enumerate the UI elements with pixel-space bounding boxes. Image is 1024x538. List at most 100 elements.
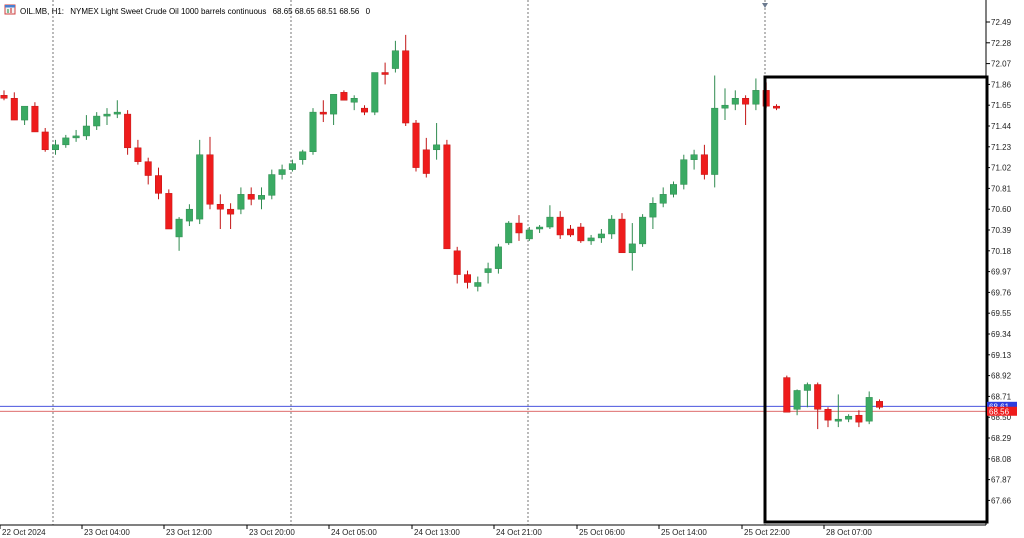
candle-body — [721, 104, 729, 109]
candle — [587, 234, 595, 245]
candle — [196, 139, 204, 225]
y-tick-label: 69.55 — [991, 309, 1012, 318]
header-extra: 0 — [366, 7, 371, 16]
x-tick-label: 23 Oct 12:00 — [166, 528, 212, 537]
candle — [536, 225, 544, 233]
candle-body — [299, 151, 307, 160]
candle — [721, 88, 729, 121]
candle-body — [608, 218, 616, 235]
candle-body — [175, 218, 183, 238]
candle — [216, 194, 224, 230]
candle-body — [824, 409, 832, 421]
candle-body — [814, 384, 822, 410]
candle-body — [319, 111, 327, 115]
candle — [443, 139, 451, 250]
y-tick-label: 71.86 — [991, 80, 1012, 89]
candle-body — [731, 98, 739, 105]
y-tick-label: 67.66 — [991, 496, 1012, 505]
candle — [288, 159, 296, 172]
candle — [227, 203, 235, 230]
header-ohlc: 68.65 68.65 68.51 68.56 — [273, 7, 360, 16]
candle-body — [876, 401, 883, 408]
candle — [422, 137, 430, 178]
candle-body — [690, 154, 698, 160]
triangle-down-icon[interactable] — [762, 3, 768, 8]
candle-body — [803, 384, 811, 391]
candle-body — [464, 274, 471, 283]
candle-body — [855, 414, 863, 423]
x-tick-label: 25 Oct 22:00 — [744, 528, 790, 537]
candle — [124, 110, 132, 155]
candle — [474, 276, 482, 292]
candle — [330, 94, 338, 126]
candle-body — [793, 390, 801, 410]
candle-body — [134, 147, 142, 162]
candle-body — [82, 125, 90, 137]
x-tick-label: 24 Oct 13:00 — [414, 528, 460, 537]
candle — [803, 382, 811, 408]
candle — [134, 139, 142, 165]
candle — [793, 389, 801, 416]
candle — [381, 62, 389, 85]
candle — [412, 120, 420, 172]
candle-body — [474, 282, 482, 287]
y-tick-label: 70.39 — [991, 226, 1012, 235]
candle — [783, 375, 791, 413]
candle-body — [546, 216, 554, 228]
candle — [350, 95, 358, 111]
candle — [165, 189, 173, 230]
candle-body — [484, 268, 492, 273]
candle — [515, 215, 523, 241]
candle-body — [93, 115, 101, 127]
candle — [206, 136, 214, 210]
candle — [340, 90, 348, 101]
candle — [10, 92, 18, 121]
candle — [268, 169, 276, 200]
candle-body — [536, 226, 544, 230]
candle-body — [834, 418, 842, 422]
candle-body — [52, 144, 59, 151]
candle-body — [124, 113, 132, 149]
candle-body — [41, 131, 49, 151]
candle — [433, 123, 441, 160]
candle — [773, 104, 780, 111]
candle — [814, 382, 822, 430]
candle — [597, 229, 605, 243]
candle — [113, 100, 121, 119]
y-tick-label: 69.97 — [991, 268, 1012, 277]
candle-body — [525, 229, 533, 240]
candle-body — [237, 194, 245, 210]
candle — [258, 187, 265, 210]
candle-body — [155, 175, 162, 194]
candle-body — [773, 105, 780, 109]
candle — [742, 95, 750, 126]
x-tick-label: 23 Oct 20:00 — [249, 528, 295, 537]
candle — [649, 197, 657, 230]
candle — [876, 399, 883, 410]
candle-body — [742, 98, 750, 105]
candle — [52, 139, 59, 155]
candle — [670, 181, 677, 198]
candle — [639, 214, 647, 247]
candle-body — [453, 250, 461, 275]
candle-body — [185, 208, 193, 222]
candle-body — [577, 226, 585, 242]
candle — [299, 149, 307, 165]
candle-body — [659, 194, 667, 204]
candle — [278, 164, 286, 180]
x-tick-label: 23 Oct 04:00 — [84, 528, 130, 537]
y-tick-label: 72.49 — [991, 18, 1012, 27]
x-axis-labels: 22 Oct 2024 23 Oct 04:00 23 Oct 12:00 23 Oc… — [0, 525, 872, 537]
bid-price-tag: 68.56 — [987, 406, 1017, 416]
candle — [752, 78, 760, 111]
candle — [484, 262, 492, 284]
candle — [824, 407, 832, 428]
candle-body — [330, 94, 338, 115]
candle — [577, 223, 585, 243]
candle — [72, 129, 80, 142]
candle-body — [505, 222, 513, 244]
y-tick-label: 68.29 — [991, 434, 1012, 443]
candle-body — [144, 161, 152, 176]
candle-body — [422, 149, 430, 174]
